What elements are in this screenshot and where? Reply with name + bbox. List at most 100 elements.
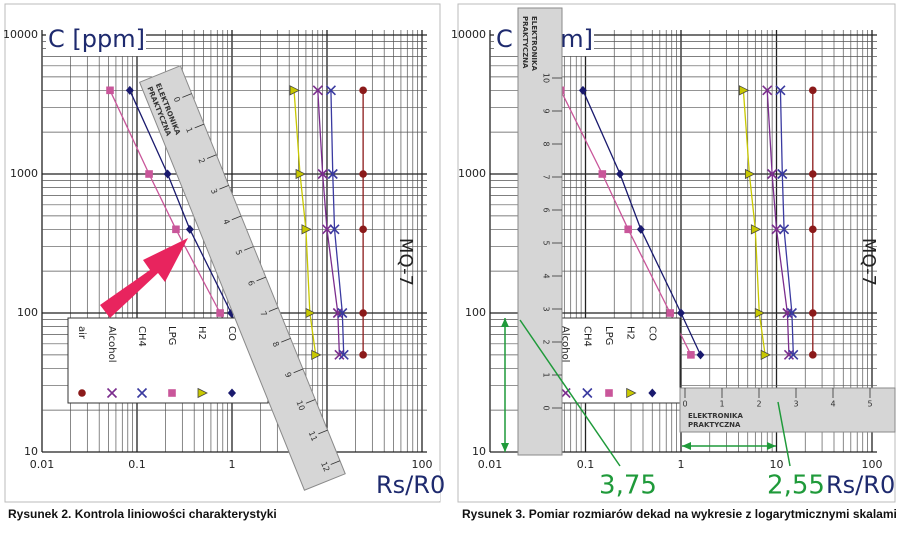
ruler-label: 7 [258, 310, 268, 318]
y-tick-label: 10000 [451, 28, 486, 41]
y-tick-label: 1000 [458, 167, 486, 180]
ruler-label: 5 [233, 249, 243, 257]
legend-label: CH4 [136, 326, 147, 347]
y-tick-label: 10000 [3, 28, 38, 41]
marker [636, 224, 645, 234]
ruler-label: 6 [246, 279, 256, 287]
ruler-brand: ELEKTRONIKA [688, 412, 743, 420]
marker [771, 224, 782, 235]
ruler-label: 1 [719, 400, 724, 409]
marker [762, 85, 773, 96]
ruler-label: 2 [756, 400, 761, 409]
marker [216, 309, 224, 317]
xlabel-background [372, 471, 440, 501]
xlabel-background [822, 471, 890, 501]
ruler-tick [281, 337, 291, 343]
x-tick-label: 100 [862, 458, 883, 471]
marker [359, 309, 367, 317]
marker [778, 224, 790, 235]
y-tick-label: 10 [24, 445, 38, 458]
legend-label: LPG [603, 326, 614, 345]
y-tick-label: 100 [465, 306, 486, 319]
marker [106, 86, 114, 95]
y-tick-label: 10 [472, 445, 486, 458]
marker [145, 170, 153, 178]
marker [750, 224, 762, 235]
ruler-label: 0 [172, 96, 182, 104]
ruler-label: 1 [542, 372, 551, 377]
ruler-tick [194, 123, 205, 129]
marker [605, 389, 613, 397]
ruler-label: 3 [209, 187, 219, 195]
ruler-tick [219, 184, 229, 190]
ruler-label: 1 [184, 126, 194, 134]
ruler-label: 10 [542, 73, 551, 83]
marker [172, 225, 180, 234]
ruler-label: 4 [542, 273, 551, 278]
marker [337, 307, 348, 319]
marker [744, 168, 756, 180]
marker [359, 86, 367, 95]
title-background [46, 24, 146, 56]
x-tick-label: 0.1 [577, 458, 595, 471]
marker [329, 224, 340, 235]
x-tick-label: 1 [678, 458, 685, 471]
leader-line [519, 319, 621, 467]
legend-label: CO [226, 326, 237, 341]
legend-label: CH4 [581, 326, 592, 347]
marker [334, 349, 345, 360]
ruler-label: 0 [682, 400, 687, 409]
ruler-label: 7 [542, 174, 551, 179]
marker [125, 85, 134, 95]
marker [687, 351, 695, 359]
ruler-label: 4 [830, 400, 835, 409]
marker [809, 351, 817, 359]
marker [786, 307, 797, 319]
legend-label: H2 [196, 326, 207, 340]
marker [598, 170, 607, 178]
marker [626, 387, 637, 399]
ruler-label: 3 [793, 400, 798, 409]
marker [311, 349, 322, 360]
ruler-label: 4 [221, 218, 231, 226]
ruler-label: 3 [542, 306, 551, 311]
caption: Rysunek 3. Pomiar rozmiarów dekad na wyk… [462, 507, 900, 521]
x-axis-label: Rs/R0 [826, 471, 895, 499]
ruler-tick [318, 429, 328, 435]
x-tick-label: 10 [770, 458, 784, 471]
marker [136, 387, 148, 399]
marker [809, 309, 817, 317]
ruler-label: 2 [542, 339, 551, 344]
ruler-tick [182, 93, 192, 98]
marker [359, 351, 367, 359]
ruler-brand: PRAKTYCZNA [521, 16, 529, 69]
ruler-label: 12 [319, 460, 331, 473]
ruler-label: 8 [271, 340, 281, 348]
ruler-body [517, 7, 563, 456]
marker [321, 224, 333, 235]
ruler-tick [244, 246, 254, 251]
ruler-tick [330, 460, 341, 465]
ruler-tick [256, 276, 266, 282]
marker [754, 307, 766, 319]
ruler-tick [268, 307, 279, 312]
legend-label: CO [646, 326, 657, 341]
legend-box [67, 317, 269, 404]
marker [783, 349, 795, 360]
marker [312, 85, 323, 96]
marker [809, 225, 817, 234]
marker [677, 308, 685, 318]
x-tick-label: 0.01 [478, 458, 503, 471]
ruler-tick [293, 368, 304, 374]
legend-label: H2 [625, 326, 636, 340]
ruler-label: 8 [542, 141, 551, 146]
marker [359, 225, 367, 234]
chart-title: C [ppm] [48, 25, 145, 53]
marker [197, 387, 208, 399]
ruler-tick [206, 154, 217, 159]
marker [782, 307, 793, 319]
marker [78, 389, 86, 397]
marker [289, 85, 300, 96]
